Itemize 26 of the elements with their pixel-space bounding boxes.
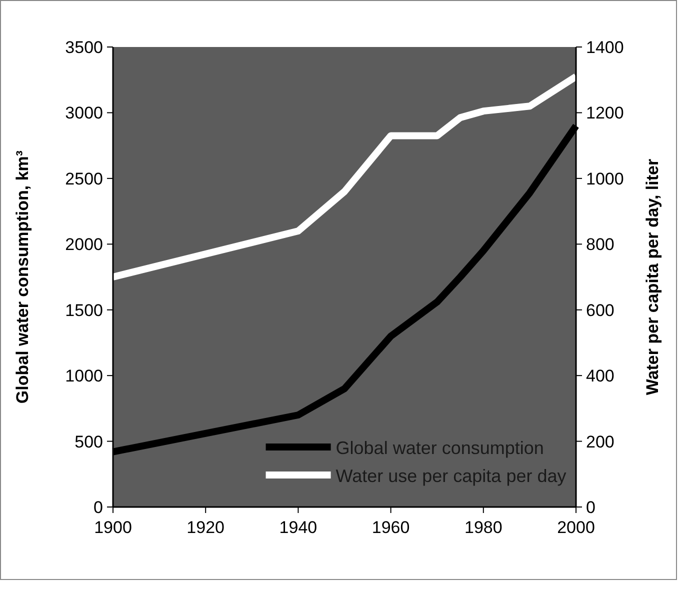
y2-tick-label: 0 [586, 498, 596, 517]
y-tick-label: 2000 [65, 235, 103, 254]
y2-tick-label: 400 [586, 366, 614, 386]
y-tick-label: 2500 [65, 169, 103, 188]
x-tick-label: 1940 [279, 518, 318, 537]
x-tick-label: 1960 [372, 518, 410, 537]
y-tick-label: 1500 [65, 300, 103, 320]
y2-tick-label: 1200 [586, 104, 624, 123]
x-tick-label: 2000 [557, 518, 595, 537]
y2-tick-label: 200 [586, 432, 614, 452]
y-tick-label: 1000 [65, 366, 103, 386]
y2-tick-label: 1000 [586, 169, 624, 188]
y2-axis-title: Water per capita per day, liter [643, 158, 662, 396]
legend-label: Global water consumption [336, 438, 544, 458]
x-tick-label: 1920 [186, 518, 225, 537]
y-tick-label: 3500 [65, 38, 103, 57]
x-tick-label: 1980 [464, 518, 502, 537]
y-tick-label: 0 [94, 498, 103, 517]
y-tick-label: 500 [74, 432, 103, 452]
y2-tick-label: 1400 [586, 38, 624, 57]
y2-tick-label: 800 [586, 235, 614, 254]
legend-label: Water use per capita per day [336, 466, 566, 486]
y-axis-title: Global water consumption, km³ [13, 150, 32, 404]
x-tick-label: 1900 [94, 518, 132, 537]
y2-tick-label: 600 [586, 300, 614, 320]
y-tick-label: 3000 [65, 104, 103, 123]
